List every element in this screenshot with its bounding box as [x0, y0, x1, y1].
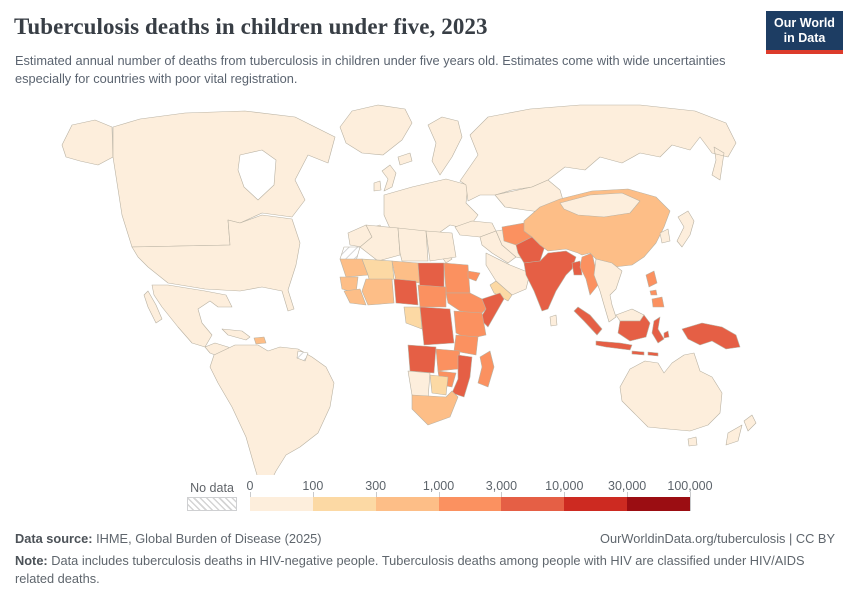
- legend-segment[interactable]: [564, 497, 628, 511]
- country-tanzania[interactable]: [453, 334, 479, 356]
- country-uganda-kenya[interactable]: [453, 310, 487, 340]
- legend-tick-label: 10,000: [545, 479, 584, 493]
- country-libya[interactable]: [397, 227, 429, 262]
- legend-segment[interactable]: [312, 497, 376, 511]
- country-saudi-arabia[interactable]: [485, 252, 531, 296]
- country-namibia[interactable]: [407, 370, 431, 400]
- country-alaska[interactable]: [61, 119, 114, 166]
- country-angola[interactable]: [407, 344, 437, 374]
- legend-labels: 0 100 300 1,000 3,000 10,000 30,000 100,000: [246, 479, 713, 511]
- legend-tick-label: 3,000: [485, 479, 518, 493]
- country-south-america[interactable]: [209, 344, 335, 488]
- data-source: Data source: IHME, Global Burden of Dise…: [15, 531, 322, 546]
- legend-segment[interactable]: [501, 497, 565, 511]
- legend-segment[interactable]: [250, 497, 313, 511]
- country-ireland[interactable]: [373, 180, 382, 192]
- country-mozambique[interactable]: [451, 354, 473, 398]
- legend-bar: [250, 497, 691, 511]
- country-philippines[interactable]: [645, 270, 665, 308]
- owid-logo-line1: Our World: [774, 15, 835, 30]
- country-ivory-ghana[interactable]: [361, 278, 395, 306]
- owid-logo[interactable]: Our World in Data: [766, 11, 843, 54]
- country-india[interactable]: [523, 250, 577, 312]
- country-zambia[interactable]: [435, 348, 461, 372]
- country-sudan[interactable]: [443, 262, 471, 294]
- map-legend: No data 0 100 300 1,000 3,000 10,000 30,000 100…: [0, 479, 850, 515]
- country-japan[interactable]: [676, 210, 695, 248]
- country-gabon-congo[interactable]: [403, 306, 423, 330]
- data-source-text: IHME, Global Burden of Disease (2025): [92, 531, 322, 546]
- legend-tick-label: 300: [365, 479, 387, 493]
- country-indochina[interactable]: [593, 258, 623, 323]
- country-greenland[interactable]: [339, 104, 413, 156]
- country-sumatra[interactable]: [573, 306, 603, 336]
- country-mexico[interactable]: [143, 284, 233, 348]
- country-borneo-malaysia[interactable]: [615, 308, 645, 322]
- country-south-africa[interactable]: [411, 390, 459, 426]
- country-sri-lanka[interactable]: [549, 314, 558, 327]
- legend-tick-label: 100,000: [667, 479, 713, 493]
- country-haiti[interactable]: [253, 336, 267, 345]
- country-java[interactable]: [595, 340, 633, 351]
- country-new-zealand[interactable]: [725, 414, 757, 446]
- chart-footer: Data source: IHME, Global Burden of Dise…: [15, 531, 835, 588]
- country-eritrea[interactable]: [467, 270, 481, 282]
- legend-segment[interactable]: [438, 497, 502, 511]
- legend-segment[interactable]: [375, 497, 439, 511]
- no-data-swatch[interactable]: [187, 497, 237, 511]
- country-egypt[interactable]: [425, 230, 457, 262]
- legend-tick: [690, 492, 691, 511]
- data-source-prefix: Data source:: [15, 531, 93, 546]
- country-somalia[interactable]: [479, 292, 505, 328]
- country-drc[interactable]: [419, 306, 455, 346]
- country-mongolia[interactable]: [559, 192, 641, 218]
- rights-link[interactable]: OurWorldinData.org/tuberculosis | CC BY: [600, 531, 835, 546]
- legend-tick-label: 1,000: [422, 479, 455, 493]
- legend-segment[interactable]: [627, 497, 691, 511]
- country-korea[interactable]: [659, 228, 671, 244]
- country-french-guiana[interactable]: [296, 350, 309, 362]
- country-borneo-indonesia[interactable]: [617, 314, 651, 342]
- country-botswana[interactable]: [429, 374, 449, 396]
- country-tasmania[interactable]: [687, 436, 698, 447]
- country-bangladesh[interactable]: [571, 260, 583, 276]
- world-map: [0, 95, 850, 488]
- hudson-bay: [237, 149, 277, 201]
- country-guinea[interactable]: [343, 288, 367, 306]
- owid-logo-line2: in Data: [783, 30, 826, 45]
- country-maluku[interactable]: [663, 330, 670, 339]
- country-nigeria[interactable]: [393, 278, 419, 306]
- legend-tick-label: 100: [302, 479, 324, 493]
- country-russia[interactable]: [459, 104, 737, 202]
- note-text: Data includes tuberculosis deaths in HIV…: [15, 553, 805, 586]
- legend-tick-label: 0: [246, 479, 254, 493]
- no-data-label: No data: [190, 481, 234, 495]
- page-title: Tuberculosis deaths in children under fi…: [14, 14, 488, 39]
- chart-subtitle: Estimated annual number of deaths from t…: [15, 53, 726, 87]
- country-uk[interactable]: [381, 164, 397, 192]
- country-cuba[interactable]: [221, 328, 251, 341]
- country-australia[interactable]: [619, 352, 723, 432]
- country-papua-new-guinea[interactable]: [681, 322, 741, 350]
- country-usa[interactable]: [131, 214, 301, 312]
- country-canada[interactable]: [112, 110, 336, 248]
- country-cameroon-car[interactable]: [417, 284, 447, 308]
- country-scandinavia[interactable]: [427, 116, 463, 176]
- note-prefix: Note:: [15, 553, 48, 568]
- country-iceland[interactable]: [397, 152, 413, 166]
- country-madagascar[interactable]: [477, 350, 495, 388]
- country-lesser-sunda[interactable]: [631, 350, 659, 357]
- legend-tick-label: 30,000: [608, 479, 647, 493]
- chart-note: Note: Data includes tuberculosis deaths …: [15, 552, 835, 588]
- country-sulawesi[interactable]: [651, 316, 665, 344]
- country-ethiopia[interactable]: [445, 292, 491, 316]
